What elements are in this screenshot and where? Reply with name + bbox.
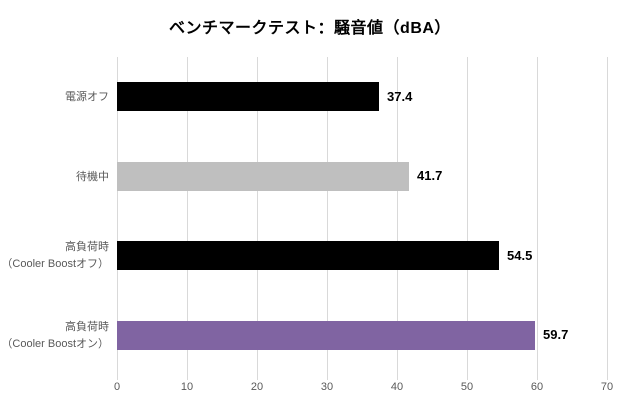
bar-0 [117, 82, 379, 111]
gridline [397, 57, 398, 375]
category-label: 高負荷時 （Cooler Boostオン） [1, 321, 109, 350]
gridline [467, 57, 468, 375]
x-axis-label: 60 [530, 381, 544, 393]
x-axis-label: 20 [250, 381, 264, 393]
axis-tick [607, 375, 608, 380]
value-label: 41.7 [417, 168, 443, 183]
gridline [257, 57, 258, 375]
chart-title: ベンチマークテスト：騒音値（dBA） [169, 20, 451, 37]
x-axis-label: 50 [460, 381, 474, 393]
plot-area [117, 57, 608, 380]
gridline [327, 57, 328, 375]
x-axis-label: 10 [180, 381, 194, 393]
value-label: 37.4 [387, 89, 413, 104]
category-label: 電源オフ [65, 90, 109, 103]
gridline [187, 57, 188, 375]
gridline [537, 57, 538, 375]
axis-tick [397, 375, 398, 380]
axis-tick [537, 375, 538, 380]
bar-1 [117, 162, 409, 191]
axis-tick [187, 375, 188, 380]
x-axis-label: 40 [390, 381, 404, 393]
x-axis-label: 70 [600, 381, 614, 393]
x-axis-label: 30 [320, 381, 334, 393]
value-label: 59.7 [543, 327, 569, 342]
axis-tick [257, 375, 258, 380]
category-label: 高負荷時 （Cooler Boostオフ） [1, 241, 109, 270]
gridline [607, 57, 608, 375]
gridline [117, 57, 118, 375]
x-axis-label: 0 [113, 381, 121, 393]
category-label: 待機中 [76, 170, 109, 183]
value-label: 54.5 [507, 248, 533, 263]
axis-tick [327, 375, 328, 380]
bar-2 [117, 241, 499, 270]
axis-tick [467, 375, 468, 380]
bar-3 [117, 321, 535, 350]
axis-tick [117, 375, 118, 380]
